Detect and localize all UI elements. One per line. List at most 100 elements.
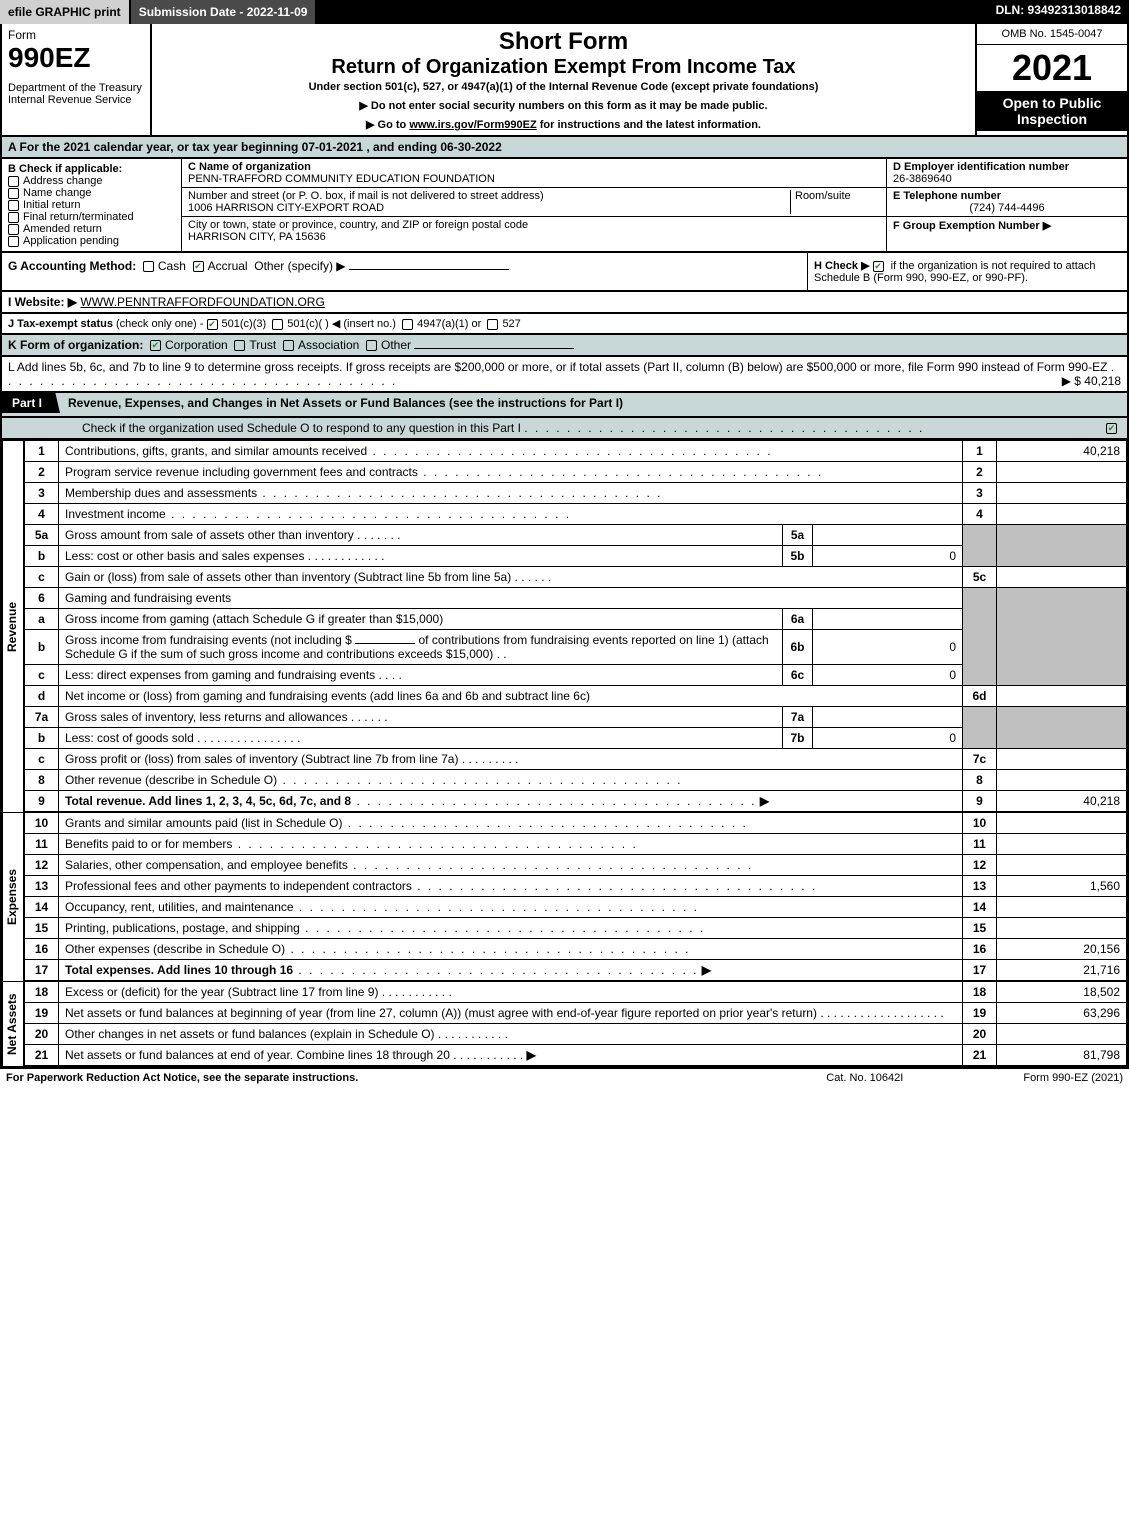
chk-name-change[interactable] — [8, 188, 19, 199]
j-527: 527 — [502, 318, 520, 330]
goto-pre: ▶ Go to — [366, 119, 409, 131]
l3-n: 3 — [25, 483, 59, 504]
website-link[interactable]: WWW.PENNTRAFFORDFOUNDATION.ORG — [80, 295, 324, 309]
street: 1006 HARRISON CITY-EXPORT ROAD — [188, 202, 384, 214]
l11-v — [997, 834, 1127, 855]
l5a-t: Gross amount from sale of assets other t… — [65, 528, 354, 542]
l6b-blank[interactable] — [355, 643, 415, 644]
chk-501c3[interactable] — [207, 319, 218, 330]
table-row: 15Printing, publications, postage, and s… — [25, 918, 1127, 939]
l14-t: Occupancy, rent, utilities, and maintena… — [65, 900, 294, 914]
chk-h[interactable] — [873, 261, 884, 272]
box-h: H Check ▶ if the organization is not req… — [807, 253, 1127, 290]
g-accrual: Accrual — [208, 259, 248, 273]
table-row: bGross income from fundraising events (n… — [25, 630, 1127, 665]
l21-t: Net assets or fund balances at end of ye… — [65, 1048, 450, 1062]
l13-n: 13 — [25, 876, 59, 897]
ssn-note: ▶ Do not enter social security numbers o… — [156, 99, 971, 112]
footer-mid: Cat. No. 10642I — [826, 1072, 903, 1084]
l6a-m: 6a — [783, 609, 813, 630]
revenue-table: 1 Contributions, gifts, grants, and simil… — [24, 440, 1127, 812]
table-row: 5aGross amount from sale of assets other… — [25, 525, 1127, 546]
chk-assoc[interactable] — [283, 340, 294, 351]
table-row: bLess: cost of goods sold . . . . . . . … — [25, 728, 1127, 749]
chk-4947[interactable] — [402, 319, 413, 330]
l6d-r: 6d — [963, 686, 997, 707]
org-name: PENN-TRAFFORD COMMUNITY EDUCATION FOUNDA… — [188, 173, 495, 185]
chk-final-return[interactable] — [8, 212, 19, 223]
dln: DLN: 93492313018842 — [988, 0, 1129, 24]
i-label: I Website: ▶ — [8, 295, 77, 309]
l19-r: 19 — [963, 1003, 997, 1024]
chk-501c[interactable] — [272, 319, 283, 330]
k-corp: Corporation — [165, 338, 228, 352]
irs-link[interactable]: www.irs.gov/Form990EZ — [409, 119, 536, 131]
g-other: Other (specify) ▶ — [254, 259, 345, 273]
l3-r: 3 — [963, 483, 997, 504]
l19-t: Net assets or fund balances at beginning… — [65, 1006, 817, 1020]
part-i-check-text: Check if the organization used Schedule … — [82, 421, 521, 435]
l14-r: 14 — [963, 897, 997, 918]
under-section: Under section 501(c), 527, or 4947(a)(1)… — [156, 81, 971, 93]
expenses-section: Expenses 10Grants and similar amounts pa… — [0, 812, 1129, 981]
l15-r: 15 — [963, 918, 997, 939]
chk-part-i[interactable] — [1106, 423, 1117, 434]
l3-t: Membership dues and assessments — [65, 486, 257, 500]
chk-address-change[interactable] — [8, 176, 19, 187]
l1-v: 40,218 — [997, 441, 1127, 462]
l1-t: Contributions, gifts, grants, and simila… — [65, 444, 367, 458]
chk-cash[interactable] — [143, 261, 154, 272]
chk-trust[interactable] — [234, 340, 245, 351]
pi-dots — [524, 421, 924, 435]
form-number: 990EZ — [8, 42, 144, 74]
chk-corp[interactable] — [150, 340, 161, 351]
l7a-n: 7a — [25, 707, 59, 728]
phone: (724) 744-4496 — [893, 202, 1121, 214]
table-row: 6Gaming and fundraising events — [25, 588, 1127, 609]
irs: Internal Revenue Service — [8, 94, 144, 106]
chk-other-org[interactable] — [366, 340, 377, 351]
netassets-label: Net Assets — [2, 981, 24, 1066]
l14-v — [997, 897, 1127, 918]
l12-n: 12 — [25, 855, 59, 876]
l5c-n: c — [25, 567, 59, 588]
chk-initial-return[interactable] — [8, 200, 19, 211]
submission-date: Submission Date - 2022-11-09 — [131, 0, 318, 24]
l1-n: 1 — [25, 441, 59, 462]
line-a: A For the 2021 calendar year, or tax yea… — [0, 137, 1129, 159]
table-row: aGross income from gaming (attach Schedu… — [25, 609, 1127, 630]
g-other-line[interactable] — [349, 269, 509, 270]
l9-arrow: ▶ — [760, 794, 769, 808]
header-right: OMB No. 1545-0047 2021 Open to Public In… — [977, 24, 1127, 135]
chk-527[interactable] — [487, 319, 498, 330]
l6c-m: 6c — [783, 665, 813, 686]
l6-n: 6 — [25, 588, 59, 609]
l13-v: 1,560 — [997, 876, 1127, 897]
chk-accrual[interactable] — [193, 261, 204, 272]
l7c-t: Gross profit or (loss) from sales of inv… — [65, 752, 458, 766]
k-other-line[interactable] — [414, 348, 574, 349]
box-def: D Employer identification number 26-3869… — [887, 159, 1127, 251]
chk-amended[interactable] — [8, 224, 19, 235]
g-label: G Accounting Method: — [8, 259, 136, 273]
efile-print[interactable]: efile GRAPHIC print — [0, 0, 131, 24]
f-label: F Group Exemption Number ▶ — [893, 220, 1051, 232]
l16-t: Other expenses (describe in Schedule O) — [65, 942, 285, 956]
l16-r: 16 — [963, 939, 997, 960]
l18-n: 18 — [25, 982, 59, 1003]
l10-r: 10 — [963, 813, 997, 834]
l19-v: 63,296 — [997, 1003, 1127, 1024]
l7a-mv — [813, 707, 963, 728]
city-label: City or town, state or province, country… — [188, 219, 528, 231]
chk-app-pending[interactable] — [8, 236, 19, 247]
l16-n: 16 — [25, 939, 59, 960]
opt-initial-return: Initial return — [23, 199, 80, 211]
topbar-spacer — [317, 0, 987, 24]
l6a-n: a — [25, 609, 59, 630]
ein: 26-3869640 — [893, 173, 952, 185]
l2-t: Program service revenue including govern… — [65, 465, 418, 479]
l-text: L Add lines 5b, 6c, and 7b to line 9 to … — [8, 360, 1107, 374]
l5c-v — [997, 567, 1127, 588]
l9-v: 40,218 — [997, 791, 1127, 812]
l6c-t: Less: direct expenses from gaming and fu… — [65, 668, 375, 682]
